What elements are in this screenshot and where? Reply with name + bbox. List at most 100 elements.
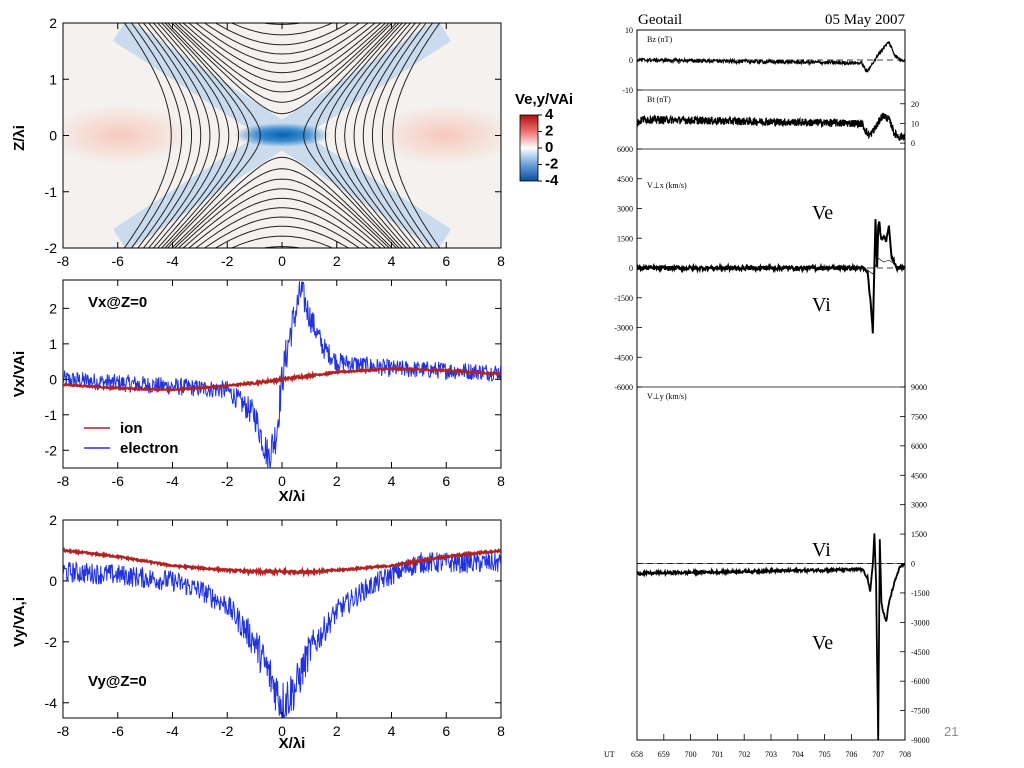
geotail-y-tick-label: 4500: [617, 175, 633, 184]
vx-xlabel: X/λi: [279, 488, 306, 505]
geotail-y-tick-label: -6000: [614, 383, 633, 392]
x-tick-label: 4: [388, 253, 396, 269]
field-line-open: [334, 23, 407, 248]
field-line-closed: [188, 197, 376, 248]
field-line-closed: [171, 23, 393, 115]
geotail-y-tick-label: 3000: [617, 205, 633, 214]
field-lines: [123, 23, 441, 248]
field-line-open: [157, 23, 230, 248]
geotail-y-tick-label: 7500: [911, 412, 927, 421]
slide-number: 21: [944, 724, 959, 739]
x-tick-label: -8: [57, 253, 70, 269]
colorbar-tick-label: -2: [545, 156, 558, 173]
x-tick-label: -2: [221, 253, 234, 269]
heatmap-positive-lobe-right: [375, 105, 501, 165]
y-tick-label: 0: [49, 573, 57, 589]
ve-x-trace: [637, 219, 905, 334]
geotail-x-tick-label: 706: [845, 750, 857, 759]
colorbar-ticks: 420-2-4: [538, 106, 559, 189]
x-tick-label: 6: [442, 473, 450, 489]
geotail-x-tick-label: 659: [658, 750, 670, 759]
geotail-y-tick-label: -3000: [911, 618, 930, 627]
field-line-open: [325, 23, 403, 248]
geotail-x-tick-label: 658: [631, 750, 643, 759]
bt-trace: [637, 112, 905, 142]
field-line-closed: [214, 23, 350, 46]
geotail-x-label: UT: [604, 750, 615, 759]
vy-ion-line: [63, 547, 501, 578]
x-tick-label: -4: [166, 723, 179, 739]
geotail-y-tick-label: 0: [911, 560, 915, 569]
geotail-x-tick-label: 703: [765, 750, 777, 759]
y-tick-label: 0: [49, 128, 57, 144]
field-line-closed: [174, 168, 390, 248]
colorbar-tick-label: -4: [545, 172, 559, 189]
field-line-closed: [203, 23, 361, 55]
x-tick-label: 4: [388, 723, 396, 739]
y-tick-label: -2: [45, 634, 58, 650]
geotail-y-tick-label: 3000: [911, 501, 927, 510]
x-tick-label: 8: [497, 253, 505, 269]
vx-annotation: Vx@Z=0: [88, 294, 147, 311]
geotail-x-tick-label: 701: [711, 750, 723, 759]
y-tick-label: 2: [49, 300, 57, 316]
geotail-y-tick-label: -6000: [911, 677, 930, 686]
x-tick-label: 8: [497, 473, 505, 489]
ve-x-label: Ve: [812, 202, 833, 224]
geotail-y-tick-label: -4500: [614, 353, 633, 362]
field-line-open: [142, 23, 202, 248]
vy-panel-label: V⊥y (km/s): [647, 392, 687, 401]
x-tick-label: -2: [221, 723, 234, 739]
vy-annotation: Vy@Z=0: [88, 673, 147, 690]
colorbar: Ve,y/VAi 420-2-4: [515, 91, 573, 189]
field-line-open: [372, 23, 427, 248]
geotail-date: 05 May 2007: [825, 12, 905, 28]
geotail-y-tick-label: 4500: [911, 471, 927, 480]
vy-ylabel: Vy/VA,i: [11, 597, 28, 647]
ve-y-label: Ve: [812, 632, 833, 654]
field-line-closed: [177, 23, 387, 93]
field-line-open: [152, 23, 220, 248]
colorbar-tick-label: 4: [545, 106, 554, 123]
y-tick-label: 1: [49, 336, 57, 352]
colorbar-tick-label: 2: [545, 123, 553, 140]
x-tick-label: 2: [333, 723, 341, 739]
heatmap-x-point-core: [234, 123, 330, 147]
field-line-closed: [195, 23, 369, 64]
colorbar-tick-label: 0: [545, 139, 553, 156]
field-line-closed: [261, 23, 303, 25]
y-tick-label: -1: [45, 407, 58, 423]
geotail-x-tick-label: 700: [685, 750, 697, 759]
geotail-y-tick-label: 10: [911, 119, 919, 128]
vi-x-label: Vi: [812, 294, 831, 316]
x-tick-label: -2: [221, 473, 234, 489]
field-line-open: [381, 23, 434, 248]
y-tick-label: 2: [49, 512, 57, 528]
y-tick-label: -4: [45, 695, 58, 711]
heatmap-ylabel: Z/λi: [11, 125, 28, 151]
field-line-open: [303, 23, 397, 248]
x-tick-label: 0: [278, 723, 286, 739]
geotail-x-tick-label: 707: [872, 750, 884, 759]
geotail-x-tick-label: 704: [792, 750, 804, 759]
x-tick-label: 8: [497, 723, 505, 739]
vy-ticks: -8 -6 -4 -2 0 2 4 6 8 2 0 -2 -4: [45, 512, 506, 739]
colorbar-title: Ve,y/VAi: [515, 91, 573, 108]
bt-panel-label: Bt (nT): [647, 95, 671, 104]
geotail-y-tick-label: 0: [629, 264, 633, 273]
x-tick-label: 4: [388, 473, 396, 489]
geotail-y-tick-label: -4500: [911, 648, 930, 657]
geotail-frame: [636, 29, 906, 741]
x-tick-label: -8: [57, 473, 70, 489]
geotail-traces: [637, 41, 905, 740]
panel-vy: -8 -6 -4 -2 0 2 4 6 8 2 0 -2 -4 Vy@Z=0 X/λi Vy/VA,i: [11, 512, 505, 752]
field-line-closed: [203, 216, 361, 248]
colorbar-gradient: [519, 114, 539, 182]
geotail-y-tick-label: 1500: [617, 234, 633, 243]
geotail-y-tick-label: 10: [625, 26, 633, 35]
heatmap-ticks: -8 -6 -4 -2 0 2 4 6 8 2 1 0 -1 -2: [45, 15, 506, 269]
ve-y-trace: [637, 533, 905, 740]
geotail-y-tick-label: -1500: [614, 294, 633, 303]
geotail-stack: Geotail 05 May 2007 Bz (nT) Bt (nT) V⊥x …: [604, 12, 930, 759]
